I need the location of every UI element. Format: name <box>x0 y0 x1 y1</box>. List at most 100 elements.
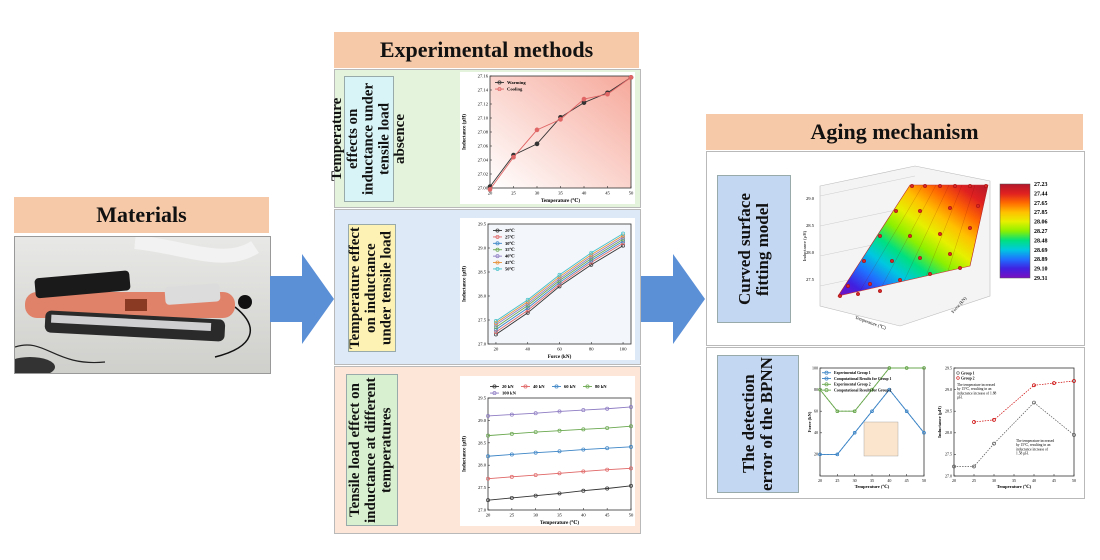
y-tick-label: 29.5 <box>478 396 487 401</box>
legend-marker <box>492 391 497 396</box>
legend-marker <box>585 384 590 389</box>
y-tick-label: 28.0 <box>478 294 487 299</box>
chart-temperature-load: 20 40 60 80 100 27.0 27.5 28.0 28.5 29.0 29.5 Force… <box>460 218 635 360</box>
y-tick-label: 27.04 <box>478 158 489 163</box>
data-point <box>525 308 530 313</box>
data-point <box>486 454 490 459</box>
series-line <box>819 367 924 412</box>
x-axis-label: Temperature (℃) <box>997 484 1032 489</box>
series-line <box>495 233 624 322</box>
data-point <box>533 493 538 498</box>
x-tick-label: 25 <box>511 191 516 196</box>
data-point <box>509 412 514 417</box>
data-point <box>533 473 538 478</box>
x-tick-label: 45 <box>605 191 610 196</box>
legend-label: 20℃ <box>505 228 515 233</box>
x-tick-label: 40 <box>582 191 587 196</box>
data-point <box>486 498 490 503</box>
x-tick-label: 35 <box>557 513 562 518</box>
x-tick-label: 25 <box>972 478 976 483</box>
data-point <box>581 96 587 102</box>
legend-label: Group 1 <box>961 372 975 376</box>
y-axis-label: Inductance (µH) <box>461 114 468 150</box>
data-point <box>493 325 498 330</box>
y-tick-label: 28.5 <box>478 270 487 275</box>
legend-label: 45℃ <box>505 260 515 265</box>
colorbar-label: 27.85 <box>1034 210 1048 216</box>
data-point <box>992 417 996 422</box>
z-axis-label: Inductance (µH) <box>802 230 807 261</box>
legend-marker <box>495 260 500 265</box>
x-tick-label: 50 <box>922 478 926 483</box>
data-point <box>846 283 851 288</box>
data-point <box>533 411 538 416</box>
chart-load-effect: 20 25 30 35 40 45 50 27.0 27.5 28.0 28.5 29.0 29.5 Te… <box>460 376 635 526</box>
data-point <box>581 447 586 452</box>
data-point <box>947 251 952 256</box>
arrow-right-icon <box>270 254 334 344</box>
y-axis-label: Inductance (µH) <box>461 436 468 472</box>
data-point <box>967 184 972 189</box>
data-point <box>511 154 516 160</box>
y-tick-label: 29.5 <box>478 222 487 227</box>
y-tick-label: 29.0 <box>478 418 487 423</box>
data-point <box>486 476 490 481</box>
x-tick-label: 40 <box>887 478 891 483</box>
data-point <box>983 184 988 189</box>
legend-label: 40℃ <box>505 254 515 259</box>
data-point <box>893 209 898 214</box>
x-tick-label: 45 <box>905 478 909 483</box>
data-point <box>525 297 530 302</box>
legend-label: Group 2 <box>961 377 975 381</box>
legend-label: 40 kN <box>533 384 545 389</box>
data-point <box>557 428 562 433</box>
data-point <box>952 184 957 189</box>
data-point <box>917 209 922 214</box>
colorbar-label: 29.31 <box>1034 276 1048 282</box>
legend-label: Experimental Group 1 <box>834 371 871 375</box>
x-tick-label: 30 <box>535 191 540 196</box>
data-point <box>887 366 892 370</box>
legend-label: 80 kN <box>595 384 607 389</box>
data-point <box>581 469 586 474</box>
x-tick-label: 25 <box>510 513 515 518</box>
data-point <box>534 127 540 133</box>
y-tick-label: 80 <box>814 387 818 392</box>
legend-label: Computational Results for Group 1 <box>834 377 892 381</box>
legend-marker <box>495 254 500 259</box>
x-tick-label: 60 <box>557 347 562 352</box>
legend-marker <box>495 266 500 271</box>
x-tick-label: 30 <box>533 513 538 518</box>
y-tick-label: 28.5 <box>478 440 487 445</box>
x-tick-label: 20 <box>952 478 956 483</box>
chart-temperature-no-load: 20 25 30 35 40 45 50 27.00 27.02 27.04 27.06 27.08 2… <box>460 72 635 204</box>
legend-marker <box>956 376 960 380</box>
data-point <box>937 231 942 236</box>
x-tick-label: 45 <box>1052 478 1056 483</box>
inset-plot <box>863 421 899 457</box>
data-point <box>533 430 538 434</box>
data-point <box>1032 400 1036 405</box>
legend-marker <box>824 376 829 381</box>
data-point <box>605 486 610 491</box>
x-tick-label: 30 <box>853 478 857 483</box>
y-tick-label: 27.14 <box>478 88 489 93</box>
surface-grid <box>903 184 950 282</box>
legend-label: Experimental Group 2 <box>834 383 871 387</box>
y-tick-label: 27.02 <box>478 172 489 177</box>
z-tick-label: 27.5 <box>806 277 815 282</box>
series-line <box>487 446 632 457</box>
colorbar-label: 27.44 <box>1034 191 1048 197</box>
data-point <box>852 431 857 435</box>
colorbar-label: 27.23 <box>1034 182 1048 188</box>
data-point <box>621 243 626 248</box>
legend-marker <box>523 384 528 389</box>
legend-label: Computational Results for Group 2 <box>834 388 892 392</box>
data-point <box>967 225 972 230</box>
x-tick-label: 20 <box>818 478 822 483</box>
x-tick-label: 40 <box>1032 478 1036 483</box>
y-tick-label: 100 <box>812 365 818 370</box>
data-point <box>509 495 514 500</box>
data-point <box>856 291 861 296</box>
legend-marker <box>495 247 500 252</box>
